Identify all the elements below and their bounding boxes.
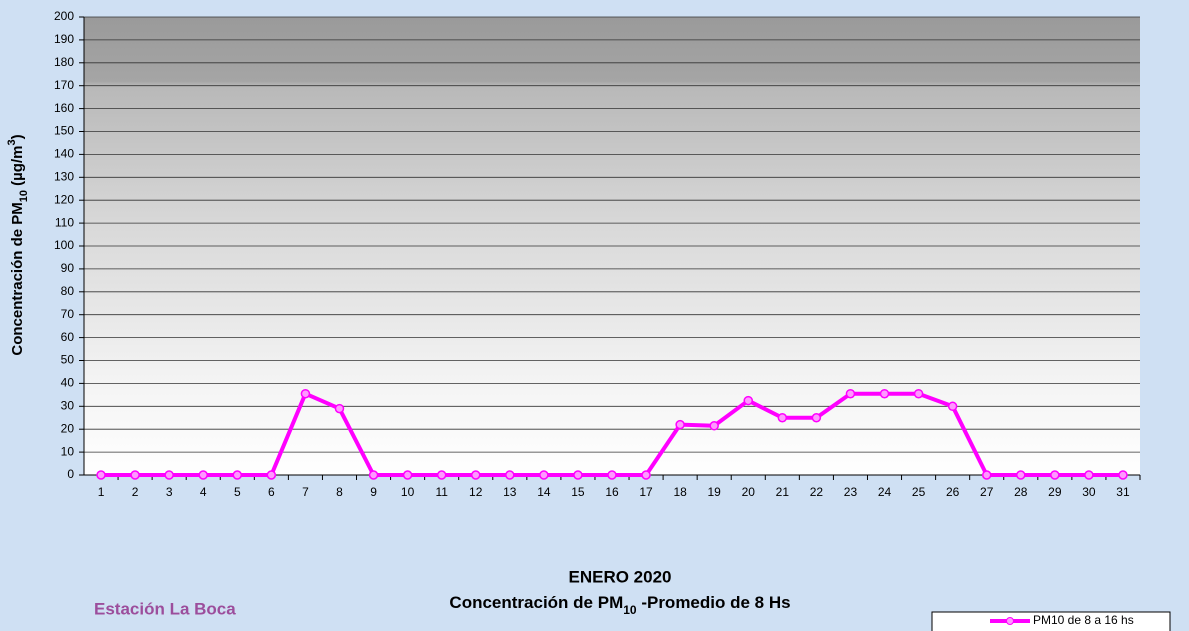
data-point [1119,471,1127,479]
data-point [301,390,309,398]
y-tick-label: 140 [54,147,74,161]
x-tick-label: 14 [537,485,551,499]
x-tick-label: 22 [810,485,824,499]
data-point [1085,471,1093,479]
y-tick-label: 160 [54,101,74,115]
data-point [199,471,207,479]
y-tick-label: 180 [54,55,74,69]
x-tick-label: 27 [980,485,994,499]
data-point [404,471,412,479]
x-tick-label: 6 [268,485,275,499]
x-tick-label: 28 [1014,485,1028,499]
x-tick-label: 26 [946,485,960,499]
data-point [642,471,650,479]
y-tick-label: 100 [54,238,74,252]
data-point [676,421,684,429]
x-tick-label: 24 [878,485,892,499]
x-tick-label: 9 [370,485,377,499]
data-point [335,405,343,413]
y-tick-label: 90 [61,261,75,275]
y-tick-label: 10 [61,444,75,458]
legend-marker [1007,618,1014,625]
y-tick-label: 120 [54,192,74,206]
y-tick-label: 170 [54,78,74,92]
station-label: Estación La Boca [94,599,236,618]
x-tick-label: 30 [1082,485,1096,499]
data-point [778,414,786,422]
data-point [1017,471,1025,479]
x-tick-label: 12 [469,485,483,499]
x-tick-label: 10 [401,485,415,499]
data-point [846,390,854,398]
data-point [97,471,105,479]
x-tick-label: 8 [336,485,343,499]
y-tick-label: 40 [61,376,75,390]
x-tick-label: 17 [639,485,653,499]
data-point [915,390,923,398]
y-tick-label: 150 [54,124,74,138]
data-point [574,471,582,479]
x-tick-label: 31 [1116,485,1130,499]
x-tick-label: 3 [166,485,173,499]
x-tick-label: 19 [708,485,722,499]
data-point [812,414,820,422]
data-point [472,471,480,479]
x-tick-label: 13 [503,485,517,499]
data-point [267,471,275,479]
x-tick-label: 5 [234,485,241,499]
data-point [949,402,957,410]
x-tick-label: 15 [571,485,585,499]
data-point [983,471,991,479]
chart-title: ENERO 2020 [569,567,672,586]
y-tick-label: 190 [54,32,74,46]
data-point [540,471,548,479]
data-point [881,390,889,398]
x-tick-label: 1 [98,485,105,499]
data-point [165,471,173,479]
y-tick-label: 0 [67,467,74,481]
y-tick-label: 60 [61,330,75,344]
y-tick-label: 20 [61,421,75,435]
x-tick-label: 7 [302,485,309,499]
y-tick-label: 30 [61,398,75,412]
data-point [438,471,446,479]
data-point [233,471,241,479]
x-tick-label: 2 [132,485,139,499]
legend-label: PM10 de 8 a 16 hs [1033,613,1134,627]
data-point [131,471,139,479]
data-point [370,471,378,479]
x-tick-label: 21 [776,485,790,499]
x-tick-label: 18 [673,485,687,499]
y-tick-label: 80 [61,284,75,298]
data-point [744,397,752,405]
data-point [608,471,616,479]
y-tick-label: 130 [54,169,74,183]
x-tick-label: 4 [200,485,207,499]
x-tick-label: 23 [844,485,858,499]
data-point [506,471,514,479]
y-tick-label: 70 [61,307,75,321]
y-tick-label: 200 [54,9,74,23]
data-point [1051,471,1059,479]
x-tick-label: 20 [742,485,756,499]
data-point [710,422,718,430]
x-tick-label: 16 [605,485,619,499]
y-tick-label: 50 [61,353,75,367]
x-tick-label: 29 [1048,485,1062,499]
y-tick-label: 110 [55,215,74,229]
x-tick-label: 11 [435,485,448,499]
chart: ENERO 2020 Concentración de PM10 -Promed… [0,0,1189,631]
x-tick-label: 25 [912,485,926,499]
